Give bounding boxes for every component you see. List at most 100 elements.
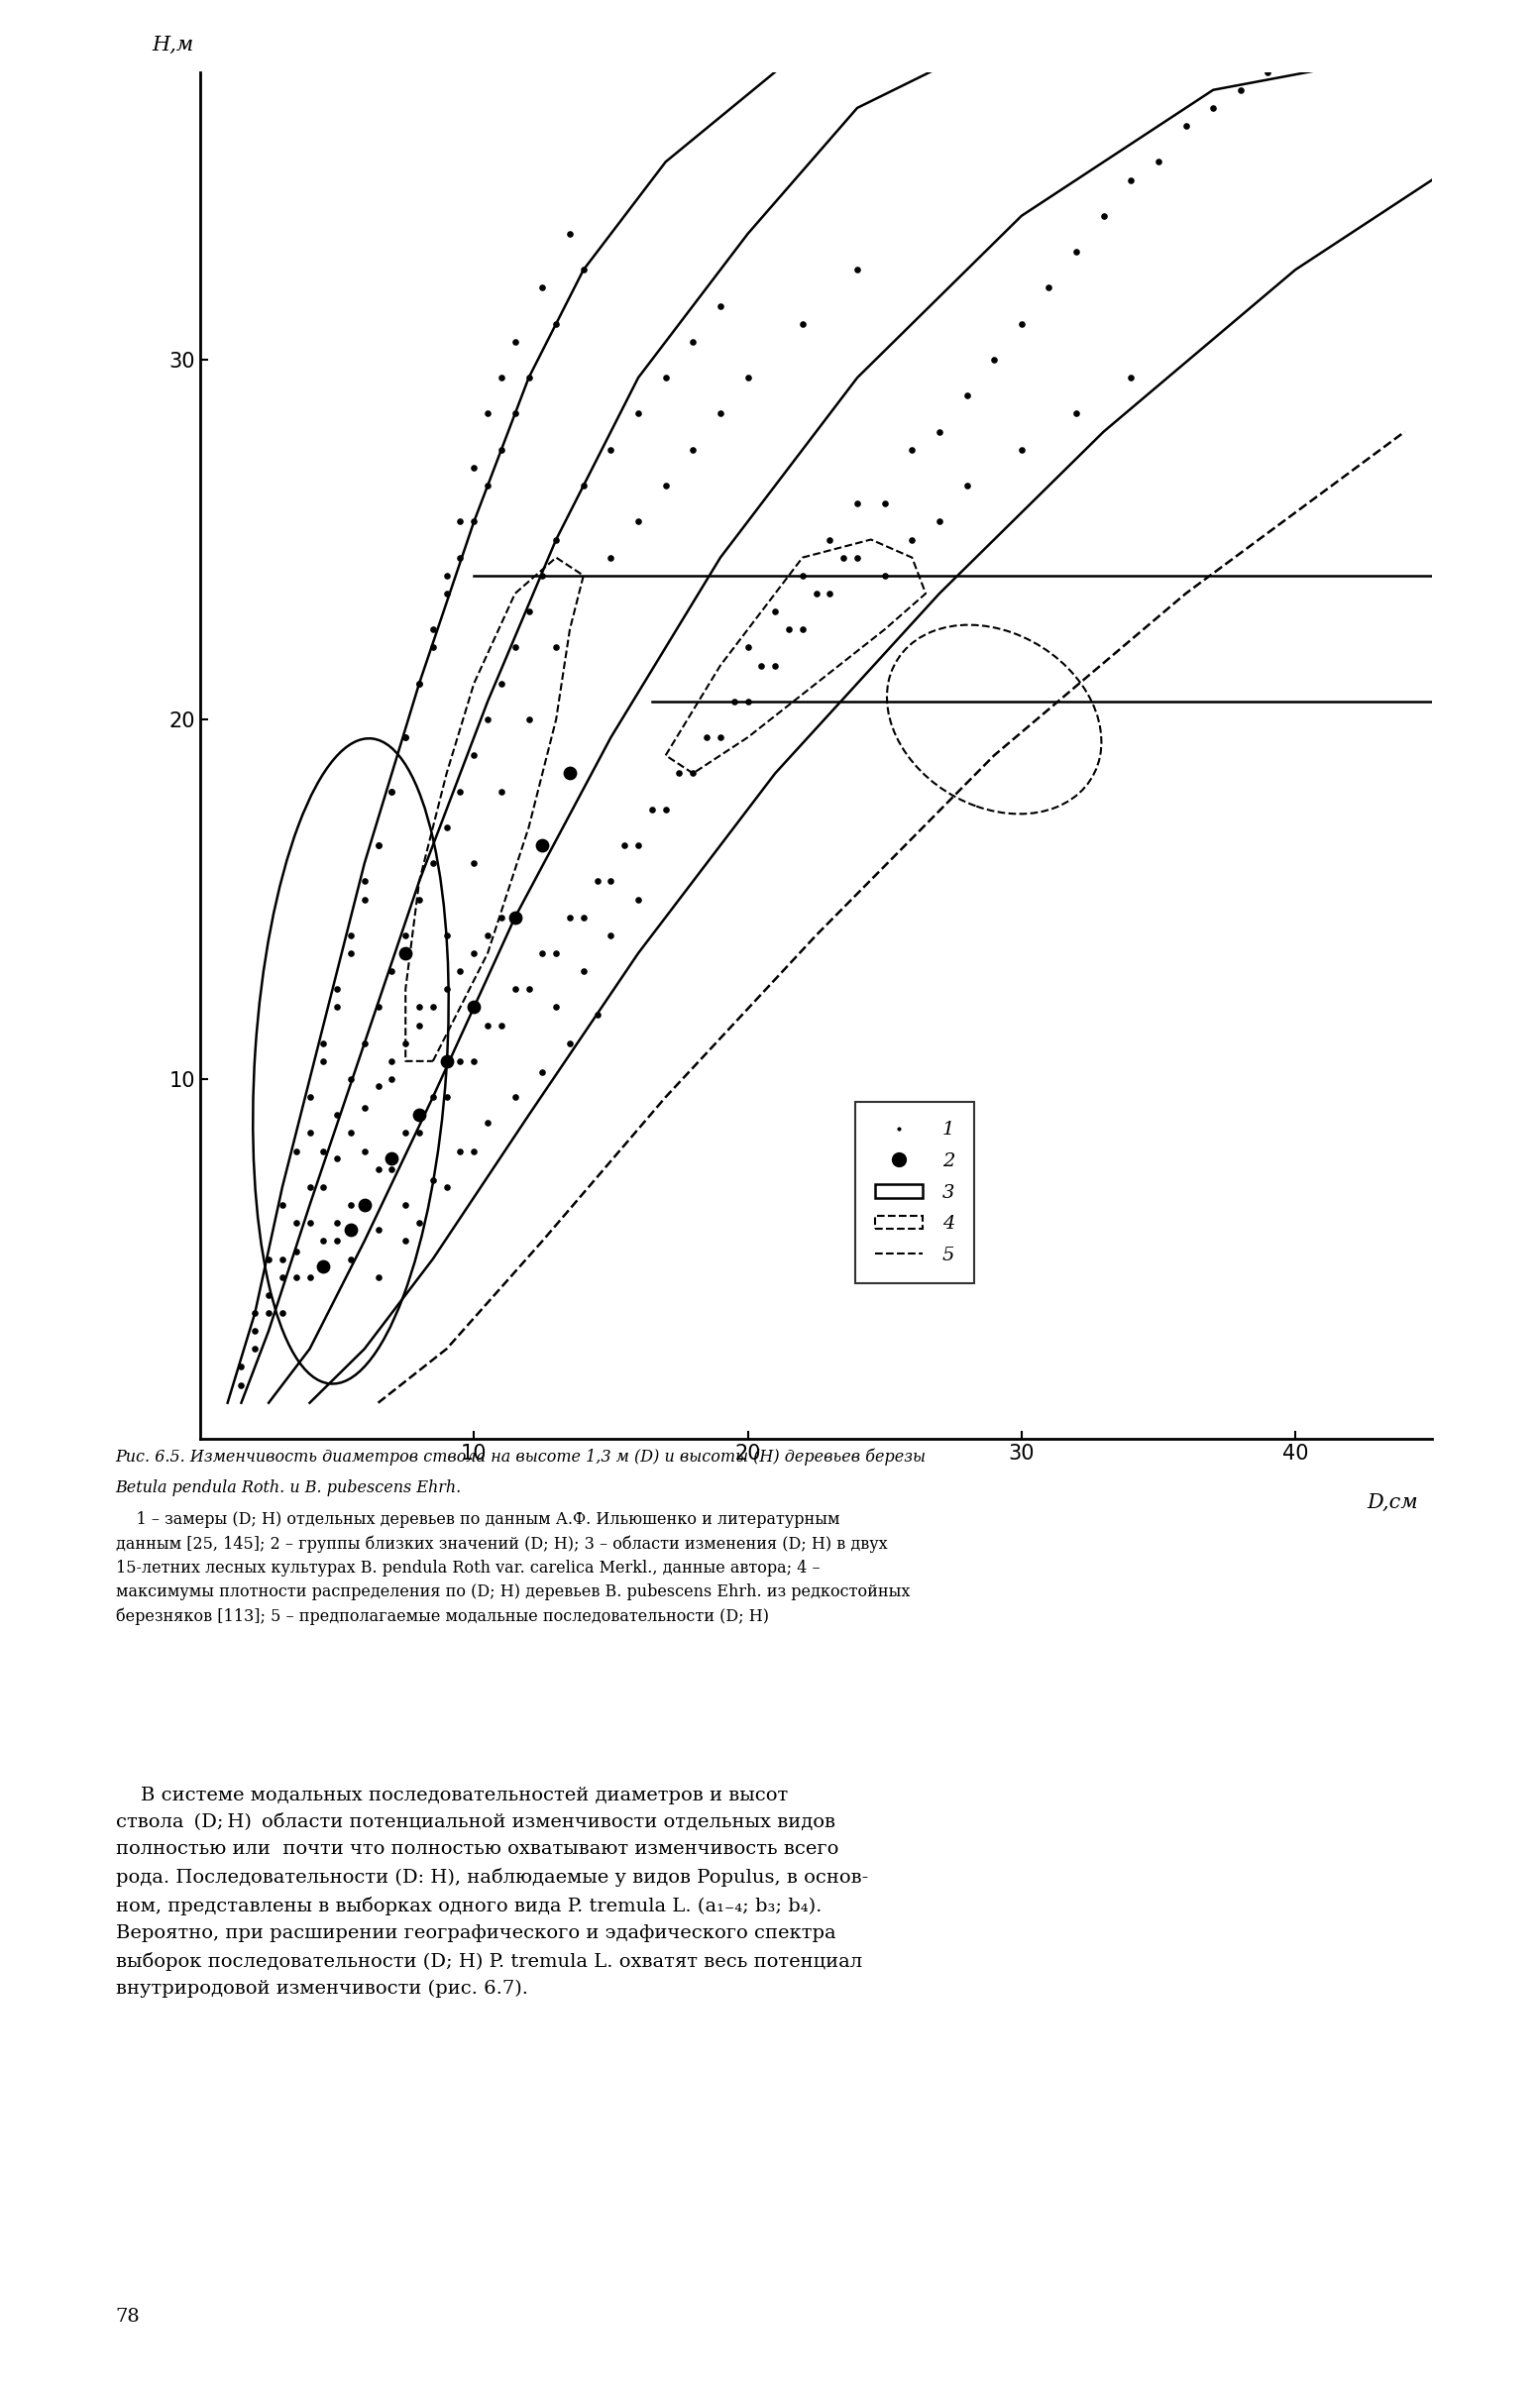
Point: [393, 1024, 417, 1062]
Point: [353, 880, 377, 918]
Point: [790, 305, 815, 343]
Point: [476, 1007, 500, 1046]
Point: [544, 935, 568, 974]
Point: [1009, 432, 1033, 470]
Point: [1064, 393, 1089, 432]
Point: [530, 935, 554, 974]
Point: [681, 324, 705, 362]
Point: [983, 341, 1007, 379]
Point: [256, 1295, 280, 1333]
Point: [379, 772, 403, 811]
Point: [927, 504, 952, 542]
Point: [681, 753, 705, 791]
Point: [585, 861, 610, 899]
Point: [502, 393, 527, 432]
Point: [899, 432, 924, 470]
Point: [530, 827, 554, 866]
Point: [1173, 108, 1198, 146]
Point: [476, 468, 500, 506]
Point: [571, 952, 596, 990]
Point: [708, 288, 733, 326]
Point: [434, 808, 459, 846]
Point: [502, 1079, 527, 1117]
Point: [762, 592, 787, 631]
Legend: 1, 2, 3, 4, 5: 1, 2, 3, 4, 5: [856, 1103, 973, 1283]
Point: [832, 540, 856, 578]
Point: [872, 484, 896, 523]
Point: [325, 1204, 350, 1242]
Point: [544, 305, 568, 343]
Point: [325, 1221, 350, 1261]
Point: [407, 1113, 431, 1153]
Point: [530, 556, 554, 595]
Point: [229, 1367, 254, 1405]
Point: [502, 628, 527, 667]
Point: [613, 827, 638, 866]
Point: [736, 628, 761, 667]
Point: [530, 1053, 554, 1091]
Point: [311, 1168, 336, 1206]
Point: [845, 540, 870, 578]
Point: [434, 1079, 459, 1117]
Point: [625, 393, 650, 432]
Point: [462, 1041, 487, 1079]
Point: [379, 952, 403, 990]
Point: [653, 360, 678, 398]
Point: [420, 1161, 445, 1199]
Point: [448, 540, 473, 578]
Text: В системе модальных последовательностей диаметров и высот
ствола  (D; H)  област: В системе модальных последовательностей …: [116, 1787, 869, 1998]
Point: [393, 719, 417, 758]
Point: [325, 969, 350, 1007]
Point: [353, 1089, 377, 1127]
Point: [1009, 305, 1033, 343]
Point: [818, 576, 842, 614]
Point: [639, 791, 664, 830]
Point: [311, 1024, 336, 1062]
Text: 78: 78: [116, 2309, 140, 2326]
Point: [1118, 360, 1143, 398]
Point: [585, 995, 610, 1034]
Point: [955, 468, 979, 506]
Point: [490, 772, 514, 811]
Point: [434, 576, 459, 614]
Point: [393, 916, 417, 954]
Point: [311, 1247, 336, 1285]
Text: D,см: D,см: [1368, 1492, 1418, 1511]
Point: [736, 360, 761, 398]
Point: [667, 753, 691, 791]
Point: [283, 1132, 308, 1170]
Point: [502, 899, 527, 938]
Point: [476, 700, 500, 739]
Point: [708, 393, 733, 432]
Point: [448, 772, 473, 811]
Point: [420, 988, 445, 1026]
Point: [270, 1187, 294, 1223]
Point: [708, 719, 733, 758]
Point: [353, 1024, 377, 1062]
Point: [462, 844, 487, 882]
Point: [339, 1211, 363, 1249]
Point: [516, 592, 541, 631]
Point: [297, 1204, 322, 1242]
Point: [353, 861, 377, 899]
Point: [448, 1132, 473, 1170]
Point: [367, 1151, 391, 1189]
Point: [476, 916, 500, 954]
Point: [502, 324, 527, 362]
Point: [872, 556, 896, 595]
Point: [297, 1257, 322, 1295]
Point: [845, 484, 870, 523]
Point: [407, 1007, 431, 1046]
Point: [243, 1295, 268, 1333]
Point: [462, 1132, 487, 1170]
Point: [297, 1113, 322, 1153]
Point: [407, 988, 431, 1026]
Point: [462, 988, 487, 1026]
Point: [434, 969, 459, 1007]
Point: [790, 556, 815, 595]
Point: [599, 540, 624, 578]
Point: [1064, 233, 1089, 271]
Point: [367, 1067, 391, 1105]
Point: [297, 1168, 322, 1206]
Point: [434, 556, 459, 595]
